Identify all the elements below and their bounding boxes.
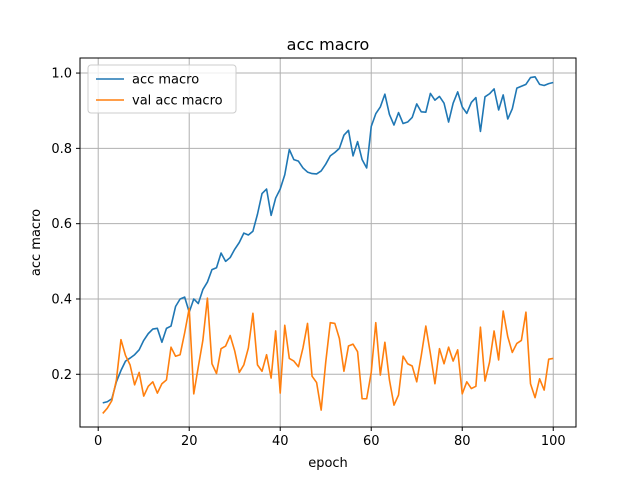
y-tick-label: 1.0 bbox=[51, 67, 72, 82]
y-tick-label: 0.8 bbox=[51, 142, 72, 157]
x-tick-label: 60 bbox=[363, 434, 380, 449]
x-tick-label: 0 bbox=[94, 434, 102, 449]
series-lines bbox=[102, 76, 554, 414]
y-tick-label: 0.6 bbox=[51, 217, 72, 232]
y-tick-label: 0.4 bbox=[51, 292, 72, 307]
chart-title: acc macro bbox=[287, 35, 370, 54]
x-tick-label: 20 bbox=[181, 434, 198, 449]
legend-box bbox=[87, 64, 237, 114]
legend: acc macro val acc macro bbox=[87, 64, 237, 114]
series-line-acc-macro bbox=[102, 76, 554, 404]
series-line-val-acc-macro bbox=[102, 297, 554, 414]
y-axis-label: acc macro bbox=[29, 209, 44, 276]
plot-frame bbox=[79, 57, 577, 428]
x-axis-label: epoch bbox=[308, 456, 348, 471]
x-tick-label: 80 bbox=[454, 434, 471, 449]
x-tick-label: 100 bbox=[541, 434, 566, 449]
legend-entry-label: acc macro bbox=[132, 73, 199, 88]
ticks: 0 20 40 60 80 100 0.2 0.4 0.6 0.8 1.0 bbox=[51, 67, 565, 449]
y-tick-label: 0.2 bbox=[51, 368, 72, 383]
legend-entry-label: val acc macro bbox=[132, 94, 223, 109]
x-tick-label: 40 bbox=[272, 434, 289, 449]
